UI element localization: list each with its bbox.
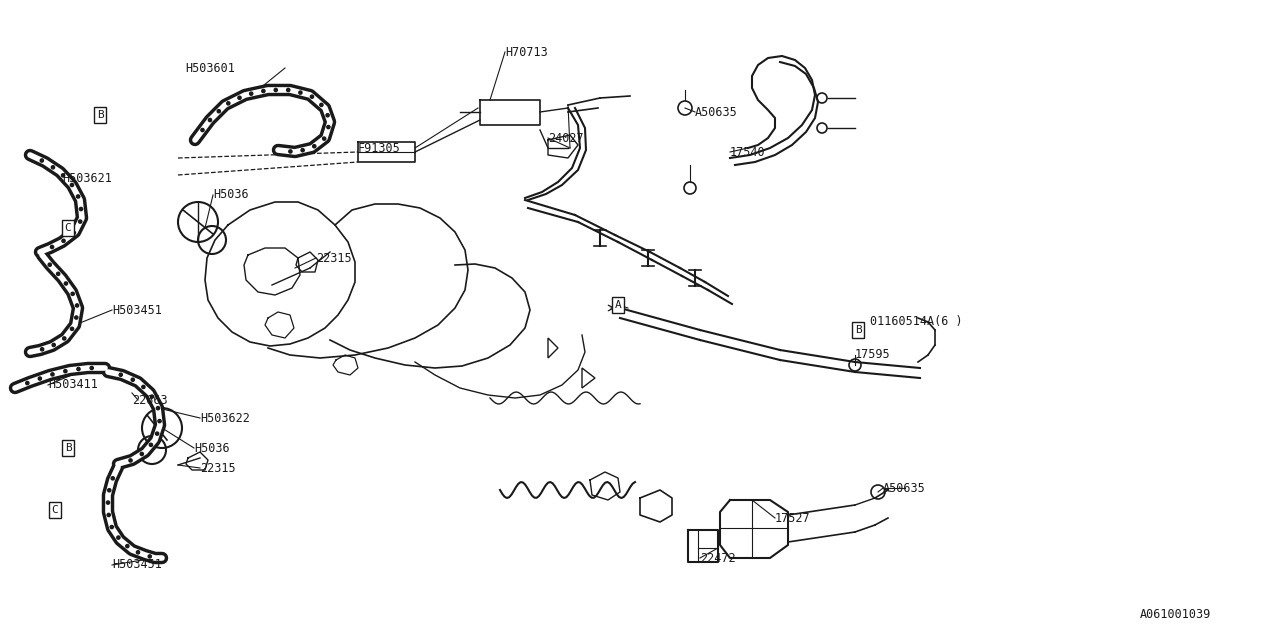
Text: H70713: H70713 (506, 45, 548, 58)
Text: C: C (64, 223, 72, 233)
Circle shape (310, 95, 314, 99)
Circle shape (63, 337, 65, 340)
Text: H503451: H503451 (113, 559, 161, 572)
Circle shape (238, 96, 241, 99)
Circle shape (116, 536, 120, 539)
Text: H503411: H503411 (49, 378, 97, 392)
Text: F91305: F91305 (358, 141, 401, 154)
Text: A50635: A50635 (883, 481, 925, 495)
Circle shape (150, 395, 154, 398)
Circle shape (111, 477, 114, 480)
Text: H503601: H503601 (186, 61, 234, 74)
Circle shape (79, 207, 83, 211)
Circle shape (41, 348, 44, 351)
Circle shape (61, 239, 65, 243)
Text: H503621: H503621 (61, 172, 111, 184)
Circle shape (142, 385, 145, 388)
Circle shape (119, 373, 123, 376)
Circle shape (301, 148, 305, 152)
Text: A50635: A50635 (695, 106, 737, 118)
Circle shape (70, 327, 74, 330)
Circle shape (72, 231, 76, 234)
Circle shape (298, 91, 302, 94)
Circle shape (250, 92, 253, 95)
Text: H5036: H5036 (212, 189, 248, 202)
Text: C: C (51, 505, 59, 515)
Circle shape (148, 555, 151, 558)
Circle shape (108, 513, 110, 516)
Circle shape (64, 369, 67, 372)
Text: B: B (855, 325, 861, 335)
Circle shape (52, 343, 55, 347)
Circle shape (61, 173, 65, 177)
Circle shape (129, 459, 132, 462)
Text: H503451: H503451 (113, 303, 161, 317)
Circle shape (72, 292, 74, 296)
Circle shape (74, 316, 78, 319)
Circle shape (274, 88, 278, 92)
Text: 22663: 22663 (132, 394, 168, 406)
Circle shape (90, 366, 93, 370)
Circle shape (51, 166, 55, 169)
Circle shape (262, 90, 265, 93)
Circle shape (326, 114, 329, 117)
Circle shape (287, 88, 289, 92)
Circle shape (125, 545, 129, 548)
Circle shape (26, 381, 29, 385)
Text: 17527: 17527 (774, 511, 810, 525)
Circle shape (108, 489, 111, 492)
Text: H503622: H503622 (200, 412, 250, 424)
Circle shape (50, 245, 54, 248)
Circle shape (56, 272, 60, 275)
Circle shape (49, 263, 51, 266)
Circle shape (77, 195, 79, 198)
Text: 01160514A(6 ): 01160514A(6 ) (870, 316, 963, 328)
Text: 22315: 22315 (316, 252, 352, 264)
Circle shape (155, 432, 159, 435)
Circle shape (70, 183, 73, 187)
Circle shape (326, 125, 330, 129)
Text: 17595: 17595 (855, 349, 891, 362)
Circle shape (64, 282, 68, 285)
Text: B: B (64, 443, 72, 453)
Circle shape (51, 372, 54, 376)
Text: 24027: 24027 (548, 131, 584, 145)
Text: A061001039: A061001039 (1140, 607, 1211, 621)
Circle shape (131, 378, 134, 381)
Circle shape (76, 304, 78, 307)
Text: H5036: H5036 (195, 442, 229, 454)
Circle shape (106, 501, 110, 504)
Circle shape (201, 129, 204, 132)
Circle shape (137, 550, 140, 554)
Circle shape (320, 103, 323, 106)
Text: B: B (96, 110, 104, 120)
Circle shape (289, 150, 292, 153)
Circle shape (78, 220, 82, 223)
Circle shape (218, 109, 220, 113)
Circle shape (156, 406, 160, 410)
Circle shape (110, 525, 114, 529)
Text: 22315: 22315 (200, 461, 236, 474)
Circle shape (209, 118, 211, 122)
Text: A: A (614, 300, 621, 310)
Circle shape (77, 367, 81, 371)
Circle shape (141, 452, 143, 456)
Circle shape (157, 419, 161, 422)
Circle shape (323, 137, 326, 140)
Text: 17540: 17540 (730, 145, 765, 159)
Circle shape (227, 102, 230, 105)
Circle shape (150, 444, 152, 447)
Circle shape (38, 377, 41, 380)
Circle shape (312, 145, 316, 148)
Text: 22472: 22472 (700, 552, 736, 564)
Circle shape (40, 159, 44, 162)
